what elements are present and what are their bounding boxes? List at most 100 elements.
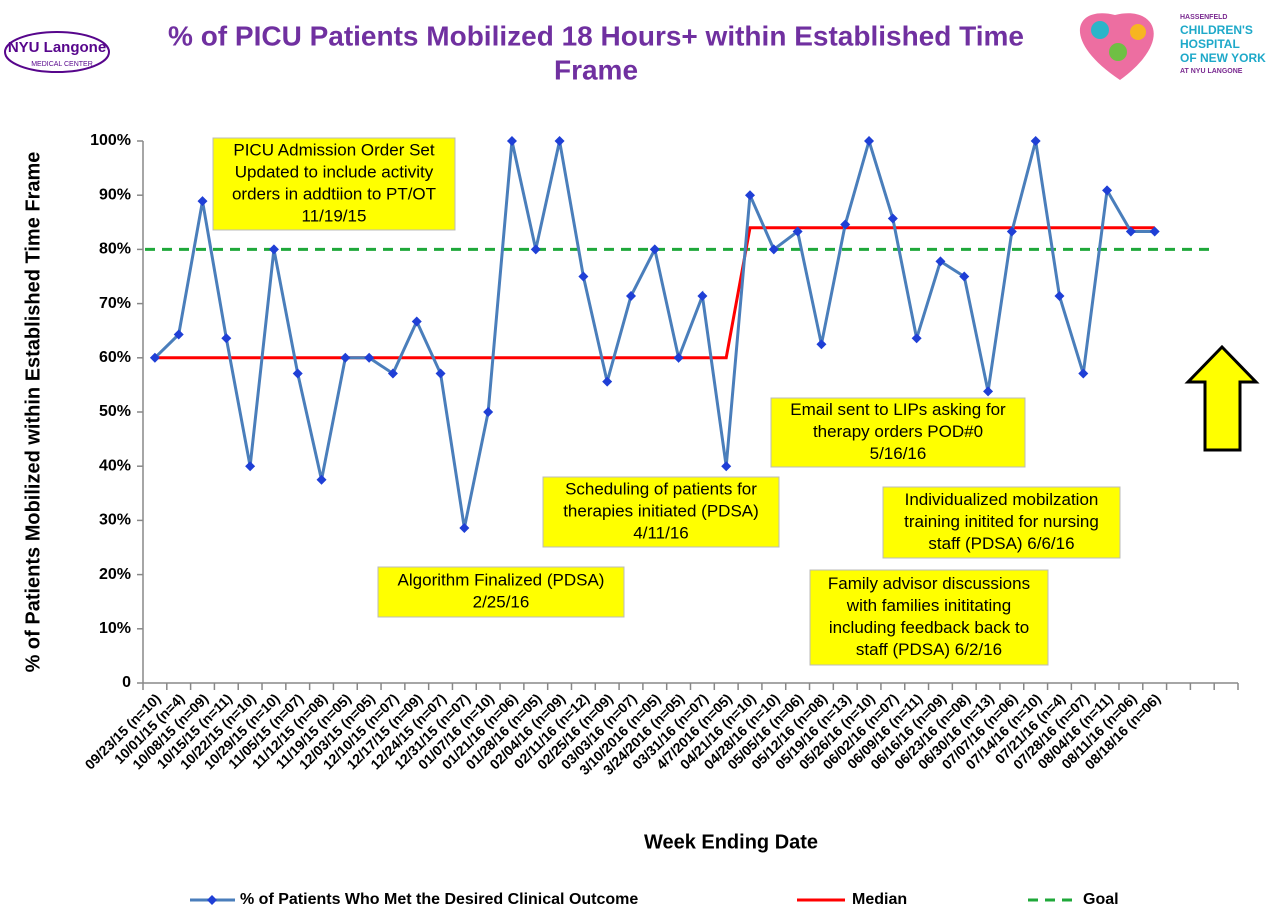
y-tick-label: 50% — [99, 403, 131, 420]
data-point — [387, 368, 398, 379]
data-point — [983, 386, 994, 397]
y-tick-label: 100% — [90, 132, 131, 149]
y-axis-title: % of Patients Mobilized within Establish… — [22, 152, 44, 673]
annotation-text: 2/25/16 — [473, 592, 530, 611]
data-point — [887, 213, 898, 224]
data-point — [221, 333, 232, 344]
data-point — [625, 291, 636, 302]
annotation-text: staff (PDSA) 6/2/16 — [856, 640, 1002, 659]
data-point — [435, 368, 446, 379]
logo-text: HOSPITAL — [1180, 37, 1240, 51]
annotation-text: Email sent to LIPs asking for — [790, 400, 1006, 419]
y-tick-label: 40% — [99, 457, 131, 474]
annotation-text: orders in addtiion to PT/OT — [232, 184, 436, 203]
logo-dot — [1130, 24, 1146, 40]
data-point — [1125, 226, 1136, 237]
annotation-box — [377, 566, 625, 618]
annotation-text: therapies initiated (PDSA) — [563, 501, 759, 520]
y-tick-label: 30% — [99, 512, 131, 529]
logo-ring — [4, 31, 110, 73]
logo-text: HASSENFELD — [1180, 14, 1227, 21]
data-point — [340, 352, 351, 363]
chart-title: Frame — [554, 54, 638, 85]
data-point — [768, 244, 779, 255]
annotation-text: Family advisor discussions — [828, 574, 1030, 593]
data-point — [530, 244, 541, 255]
logo-text: OF NEW YORK — [1180, 51, 1266, 65]
y-tick-label: 70% — [99, 295, 131, 312]
annotation-box — [770, 397, 1026, 468]
y-tick-label: 10% — [99, 620, 131, 637]
data-point — [697, 291, 708, 302]
y-tick-label: 0 — [122, 674, 131, 691]
annotation-text: Updated to include activity — [235, 162, 434, 181]
logo-text: NYU Langone — [8, 39, 106, 56]
logo-dot — [1109, 43, 1127, 61]
annotation-text: Individualized mobilzation — [905, 490, 1099, 509]
annotation-text: 4/11/16 — [633, 523, 688, 542]
data-point — [411, 316, 422, 327]
annotation-text: with families inititating — [846, 596, 1011, 615]
data-point — [245, 461, 256, 472]
series-line — [154, 226, 1155, 360]
data-point — [292, 368, 303, 379]
annotation-box — [542, 476, 780, 548]
y-tick-label: 80% — [99, 241, 131, 258]
annotation-text: 5/16/16 — [870, 444, 927, 463]
data-point — [506, 136, 517, 146]
annotation-text: Algorithm Finalized (PDSA) — [398, 570, 605, 589]
data-point — [197, 196, 208, 207]
data-point — [316, 474, 327, 485]
annotation-text: including feedback back to — [829, 618, 1029, 637]
annotation-text: Scheduling of patients for — [565, 479, 757, 498]
left-logo: NYU Langone MEDICAL CENTER — [4, 31, 110, 73]
data-point — [959, 271, 970, 282]
logo-text: MEDICAL CENTER — [31, 61, 93, 68]
data-point — [1054, 291, 1065, 302]
data-point — [1006, 226, 1017, 237]
data-point — [149, 352, 160, 363]
annotation-text: therapy orders POD#0 — [813, 422, 983, 441]
chart-title: % of PICU Patients Mobilized 18 Hours+ w… — [168, 20, 1024, 51]
legend-label: % of Patients Who Met the Desired Clinic… — [240, 891, 638, 908]
data-point — [721, 461, 732, 472]
data-point — [268, 244, 279, 255]
annotation-text: staff (PDSA) 6/6/16 — [928, 534, 1074, 553]
data-point — [602, 376, 613, 387]
data-point — [649, 244, 660, 255]
data-point — [840, 219, 851, 230]
data-point — [816, 339, 827, 350]
data-point — [745, 190, 756, 201]
logo-text: CHILDREN'S — [1180, 23, 1253, 37]
annotation-text: 11/19/15 — [302, 206, 367, 225]
data-point — [792, 226, 803, 237]
data-point — [673, 352, 684, 363]
y-tick-label: 20% — [99, 566, 131, 583]
data-point — [483, 407, 494, 417]
data-point — [864, 136, 875, 146]
data-point — [1102, 185, 1113, 196]
data-point — [554, 136, 565, 146]
goal-direction-arrow — [1184, 344, 1260, 452]
annotation-box — [882, 486, 1121, 559]
data-point — [1078, 368, 1089, 379]
legend-label: Goal — [1083, 891, 1119, 908]
data-point — [1030, 136, 1041, 146]
logo-dot — [1091, 21, 1109, 39]
logo-text: AT NYU LANGONE — [1180, 68, 1243, 75]
annotation-box — [809, 569, 1049, 666]
annotation-text: training initited for nursing — [904, 512, 1099, 531]
right-logo: HASSENFELD CHILDREN'S HOSPITAL OF NEW YO… — [1079, 13, 1266, 81]
legend-swatch — [207, 895, 217, 905]
x-axis-title: Week Ending Date — [644, 831, 818, 853]
data-point — [459, 522, 470, 533]
data-point — [1149, 226, 1160, 237]
data-point — [578, 271, 589, 282]
annotation-text: PICU Admission Order Set — [233, 140, 435, 159]
annotation-box — [212, 137, 456, 231]
data-point — [173, 329, 184, 340]
y-tick-label: 90% — [99, 186, 131, 203]
data-point — [935, 256, 946, 267]
data-point — [911, 333, 922, 344]
